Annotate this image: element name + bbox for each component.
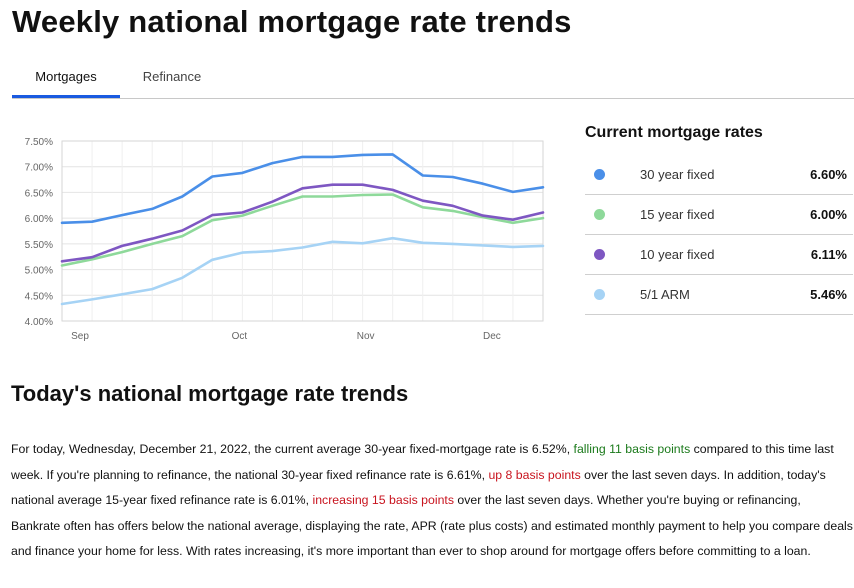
trends-text: For today, Wednesday, December 21, 2022,…	[11, 442, 574, 456]
series-line-10-year-fixed	[60, 183, 545, 263]
rate-label: 15 year fixed	[640, 207, 715, 222]
series-dot-icon	[594, 169, 605, 180]
series-dot-icon	[594, 289, 605, 300]
y-tick-label: 5.50%	[25, 240, 53, 251]
tab-refinance[interactable]: Refinance	[142, 69, 202, 84]
y-tick-label: 5.00%	[25, 266, 53, 277]
rate-value: 6.11%	[810, 247, 847, 262]
trends-paragraph: For today, Wednesday, December 21, 2022,…	[11, 437, 853, 565]
series-line-5-1-arm	[60, 236, 545, 306]
current-rates-panel: Current mortgage rates 30 year fixed 6.6…	[585, 121, 853, 315]
x-tick-label: Nov	[357, 331, 375, 342]
rate-label: 30 year fixed	[640, 167, 715, 182]
series-dot-icon	[594, 249, 605, 260]
trends-text: compared to this time last week. If you'…	[11, 442, 834, 482]
trends-text: over the last seven days. Whether you're…	[11, 493, 853, 559]
rate-change-link[interactable]: up 8 basis points	[488, 467, 581, 482]
x-tick-label: Oct	[232, 331, 248, 342]
y-tick-label: 4.00%	[25, 317, 53, 328]
y-tick-label: 7.50%	[25, 137, 53, 148]
rate-value: 5.46%	[810, 287, 847, 302]
rate-value: 6.60%	[810, 167, 847, 182]
tab-mortgages[interactable]: Mortgages	[12, 60, 120, 98]
trends-text: over the last seven days. In addition, t…	[11, 467, 826, 508]
rate-change-link[interactable]: falling 11 basis points	[573, 442, 691, 456]
rate-change-link[interactable]: increasing 15 basis points	[312, 493, 454, 508]
series-line-30-year-fixed	[60, 153, 545, 225]
tab-bar: Mortgages Refinance	[12, 60, 854, 99]
rate-row-5-1-arm: 5/1 ARM 5.46%	[585, 275, 853, 315]
rate-trend-chart: 4.00% 4.50% 5.00% 5.50% 6.00% 6.50% 7.00% 7.50%…	[10, 128, 550, 348]
y-tick-label: 7.00%	[25, 163, 53, 174]
rate-row-30-year-fixed: 30 year fixed 6.60%	[585, 155, 853, 195]
rate-label: 10 year fixed	[640, 247, 715, 262]
y-tick-label: 6.50%	[25, 188, 53, 199]
rate-row-10-year-fixed: 10 year fixed 6.11%	[585, 235, 853, 275]
y-tick-label: 6.00%	[25, 214, 53, 225]
page-title: Weekly national mortgage rate trends	[12, 4, 572, 39]
plot-frame	[61, 140, 544, 322]
x-tick-label: Sep	[71, 331, 89, 342]
current-rates-title: Current mortgage rates	[585, 124, 763, 141]
chart-svg: 4.00% 4.50% 5.00% 5.50% 6.00% 6.50% 7.00% 7.50%…	[25, 137, 545, 342]
rate-value: 6.00%	[810, 207, 847, 222]
x-tick-label: Dec	[483, 331, 501, 342]
section-title: Today's national mortgage rate trends	[11, 381, 409, 406]
series-line-15-year-fixed	[60, 193, 545, 267]
rate-label: 5/1 ARM	[640, 287, 690, 302]
series-dot-icon	[594, 209, 605, 220]
y-tick-label: 4.50%	[25, 291, 53, 302]
rate-row-15-year-fixed: 15 year fixed 6.00%	[585, 195, 853, 235]
